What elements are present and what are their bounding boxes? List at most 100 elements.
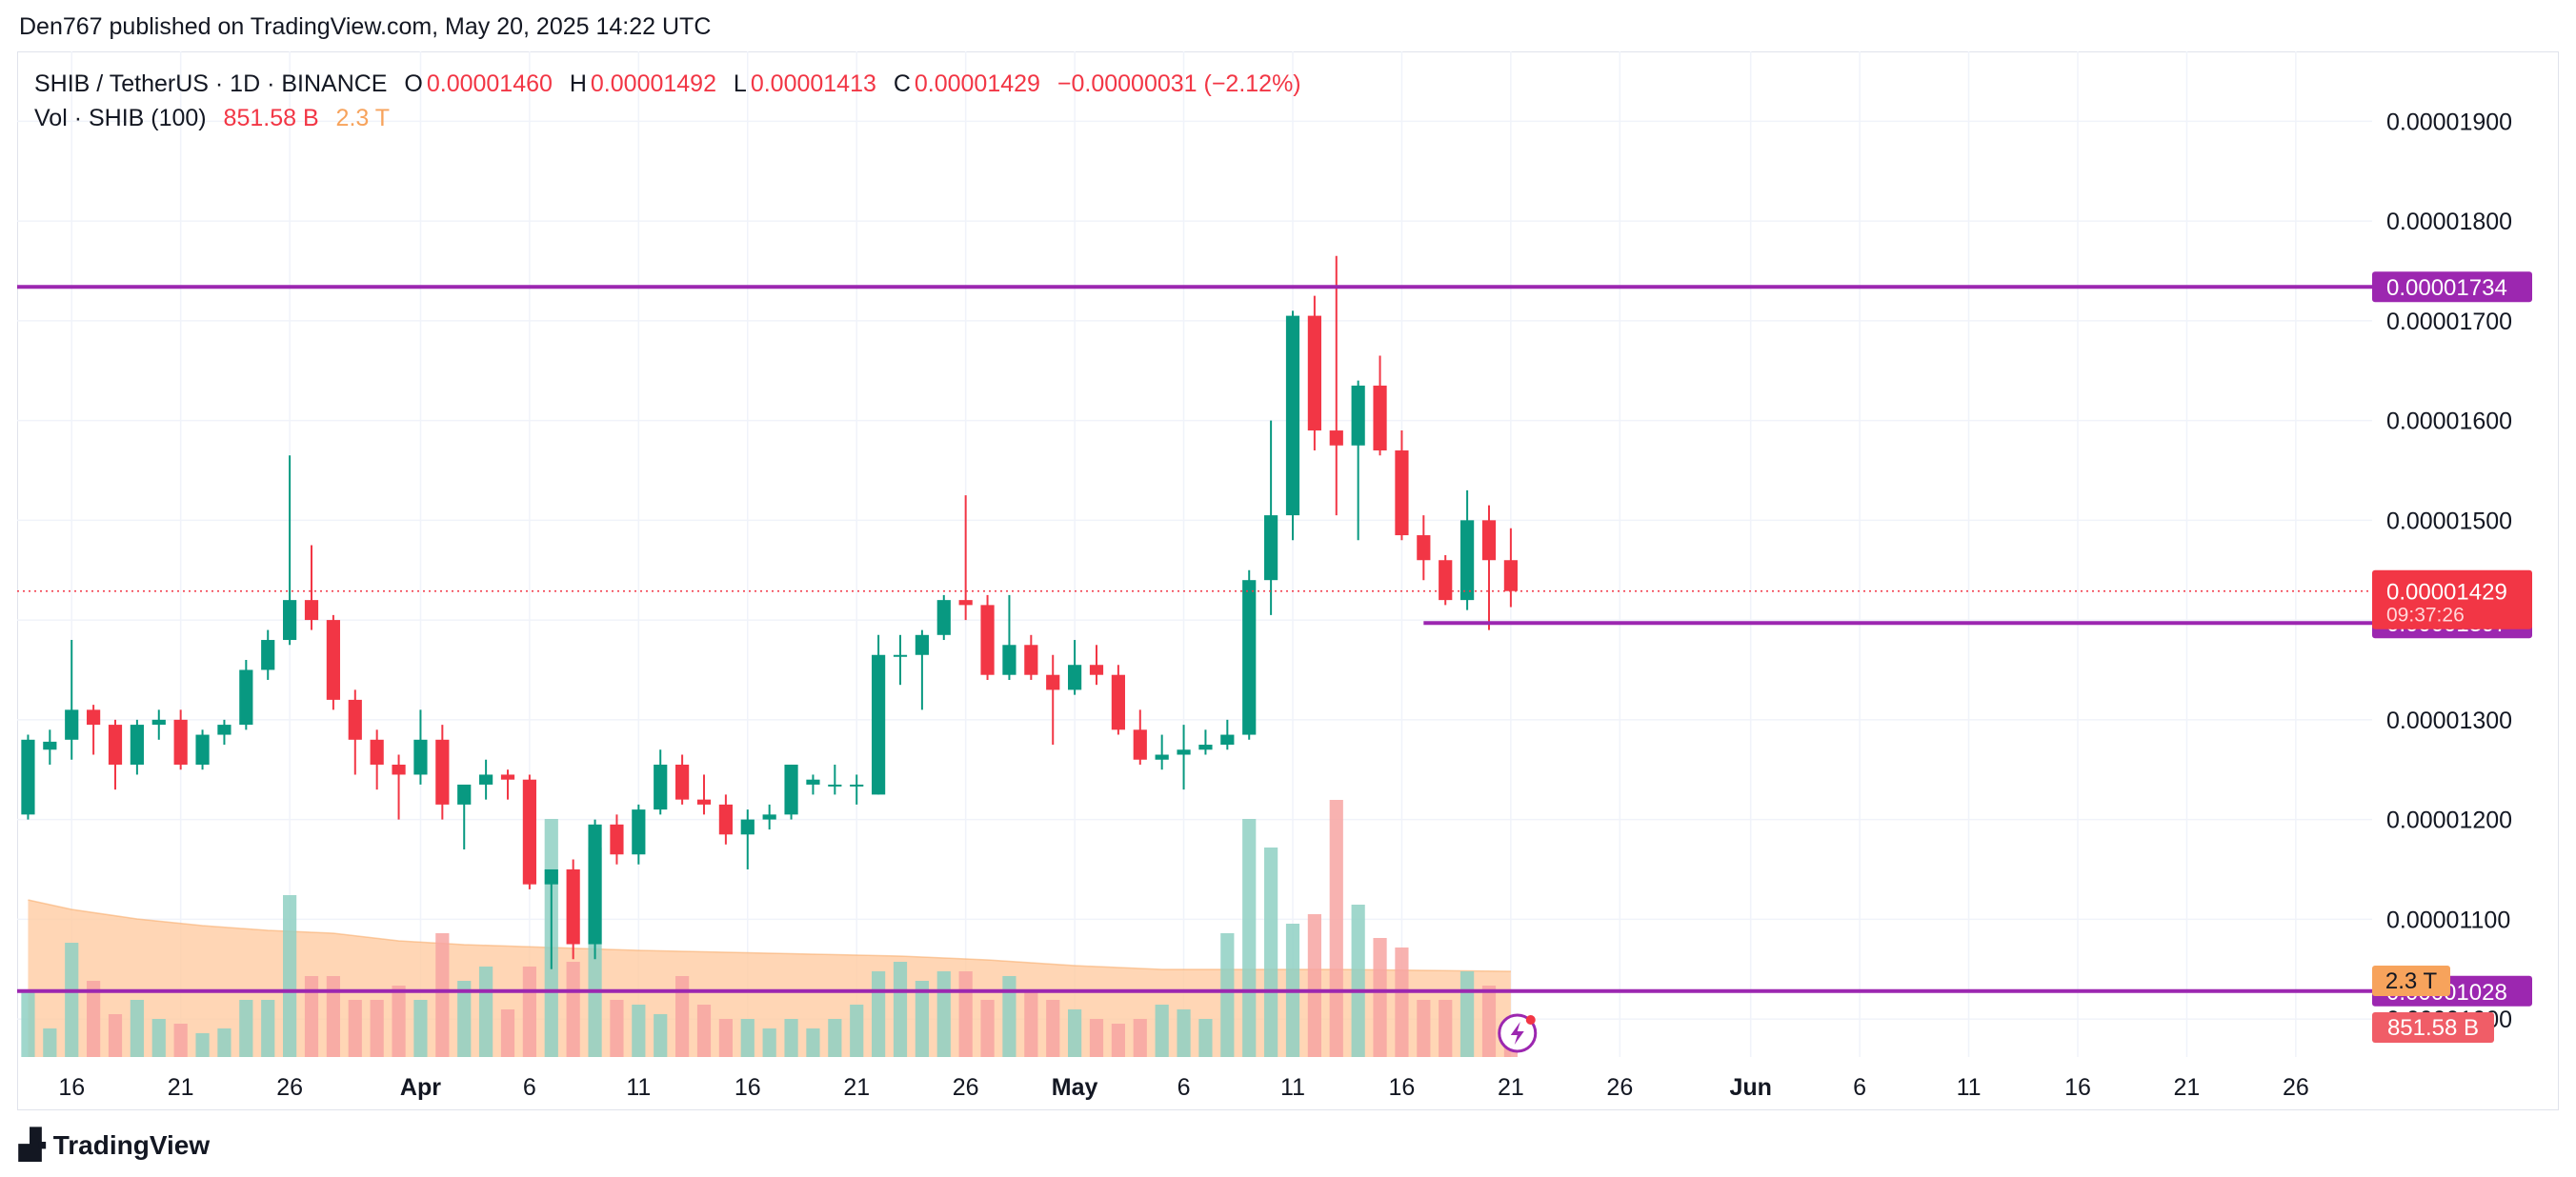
candle-body xyxy=(893,654,908,657)
candle-body xyxy=(108,725,123,765)
volume-bar-up xyxy=(806,1028,820,1057)
y-tick-label: 0.00001600 xyxy=(2386,409,2512,435)
y-tick-label: 0.00001900 xyxy=(2386,109,2512,135)
x-tick-label: Jun xyxy=(1729,1074,1771,1101)
volume-bar-down xyxy=(958,971,973,1057)
last-price-tag xyxy=(2372,569,2532,629)
tradingview-logo[interactable]: ▟▪ TradingView xyxy=(19,1128,210,1162)
x-tick-label: 16 xyxy=(1389,1074,1416,1101)
candle-body xyxy=(195,734,210,765)
candle-up xyxy=(588,819,602,960)
volume-bar-down xyxy=(696,1005,712,1057)
symbol-label[interactable]: SHIB / TetherUS · 1D · BINANCE xyxy=(34,70,388,97)
volume-bar-down xyxy=(566,962,580,1057)
last-price-label: 0.00001429 xyxy=(2386,580,2507,606)
volume-bar-up xyxy=(457,981,472,1057)
candle-body xyxy=(304,600,319,621)
candle-body xyxy=(915,634,929,655)
candle-up xyxy=(1002,594,1016,680)
x-tick-label: 16 xyxy=(735,1074,761,1101)
volume-bar-up xyxy=(1177,1009,1191,1057)
countdown-label: 09:37:26 xyxy=(2386,605,2465,627)
x-tick-label: 26 xyxy=(953,1074,979,1101)
volume-bar-up xyxy=(936,971,951,1057)
candle-down xyxy=(392,754,406,820)
candle-body xyxy=(130,725,144,765)
volume-bar-down xyxy=(980,1000,995,1057)
x-tick-label: 11 xyxy=(626,1074,651,1101)
candle-body xyxy=(1133,729,1147,760)
candle-down xyxy=(348,689,362,775)
x-tick-label: 6 xyxy=(1177,1074,1191,1101)
candle-body xyxy=(1417,535,1431,561)
candle-down xyxy=(610,814,624,865)
candle-down xyxy=(1307,295,1321,451)
candle-down xyxy=(304,545,319,630)
x-tick-label: 21 xyxy=(843,1074,870,1101)
volume-bar-down xyxy=(370,1000,384,1057)
candle-body xyxy=(87,709,101,726)
volume-bar-down xyxy=(173,1024,188,1057)
candle-body xyxy=(1111,674,1125,730)
volume-bar-up xyxy=(893,962,908,1057)
candle-body xyxy=(958,600,973,606)
candle-body xyxy=(718,804,733,835)
volume-tag xyxy=(2372,1012,2494,1043)
x-tick-label: 26 xyxy=(1606,1074,1633,1101)
x-tick-label: 21 xyxy=(1498,1074,1524,1101)
x-tick-label: 11 xyxy=(1957,1074,1982,1101)
candle-down xyxy=(958,495,973,621)
candle-down xyxy=(1439,555,1453,606)
volume-bar-down xyxy=(435,933,450,1057)
volume-bar-up xyxy=(130,1000,144,1057)
chart-frame xyxy=(17,51,2559,1110)
candle-up xyxy=(217,719,231,746)
candle-body xyxy=(326,620,340,700)
candle-up xyxy=(1264,420,1278,615)
x-tick-label: 16 xyxy=(2064,1074,2091,1101)
volume-bar-down xyxy=(1373,938,1387,1057)
x-tick-label: 26 xyxy=(2283,1074,2309,1101)
volume-label[interactable]: Vol · SHIB (100) xyxy=(34,105,207,131)
volume-bar-up xyxy=(43,1028,57,1057)
notification-dot-icon xyxy=(1525,1015,1536,1025)
x-tick-label: 6 xyxy=(523,1074,536,1101)
candle-body xyxy=(1329,430,1343,446)
candle-body xyxy=(21,739,35,815)
candle-body xyxy=(1002,645,1016,675)
candle-body xyxy=(370,739,384,765)
volume-bar-up xyxy=(239,1000,253,1057)
candle-body xyxy=(850,784,864,787)
candle-body xyxy=(872,654,886,795)
candle-body xyxy=(1285,315,1300,516)
ohlc-row: SHIB / TetherUS · 1D · BINANCE O 0.000014… xyxy=(34,67,1305,101)
candle-body xyxy=(1242,580,1257,735)
candle-down xyxy=(1503,528,1518,608)
volume-bar-down xyxy=(1024,990,1038,1057)
candle-body xyxy=(1351,385,1365,446)
volume-bar-up xyxy=(1198,1019,1213,1057)
y-tick-label: 0.00001700 xyxy=(2386,309,2512,335)
volume-bar-up xyxy=(1460,971,1475,1057)
candle-body xyxy=(632,809,646,855)
candle-body xyxy=(479,774,493,785)
candle-up xyxy=(43,729,57,765)
volume-bar-up xyxy=(1242,819,1257,1057)
volume-bar-up xyxy=(413,1000,428,1057)
candle-body xyxy=(435,739,450,805)
volume-bar-up xyxy=(828,1019,842,1057)
legend: SHIB / TetherUS · 1D · BINANCE O 0.000014… xyxy=(34,67,1305,135)
candle-body xyxy=(610,824,624,855)
volume-bar-up xyxy=(872,971,886,1057)
volume-bar-down xyxy=(326,976,340,1057)
candle-up xyxy=(195,729,210,770)
candle-down xyxy=(980,594,995,680)
volume-bar-up xyxy=(762,1028,776,1057)
candle-up xyxy=(283,455,297,646)
candle-body xyxy=(348,699,362,740)
volume-bar-down xyxy=(1439,1000,1453,1057)
volume-bar-up xyxy=(850,1005,864,1057)
candle-down xyxy=(1417,515,1431,581)
candle-body xyxy=(392,764,406,775)
